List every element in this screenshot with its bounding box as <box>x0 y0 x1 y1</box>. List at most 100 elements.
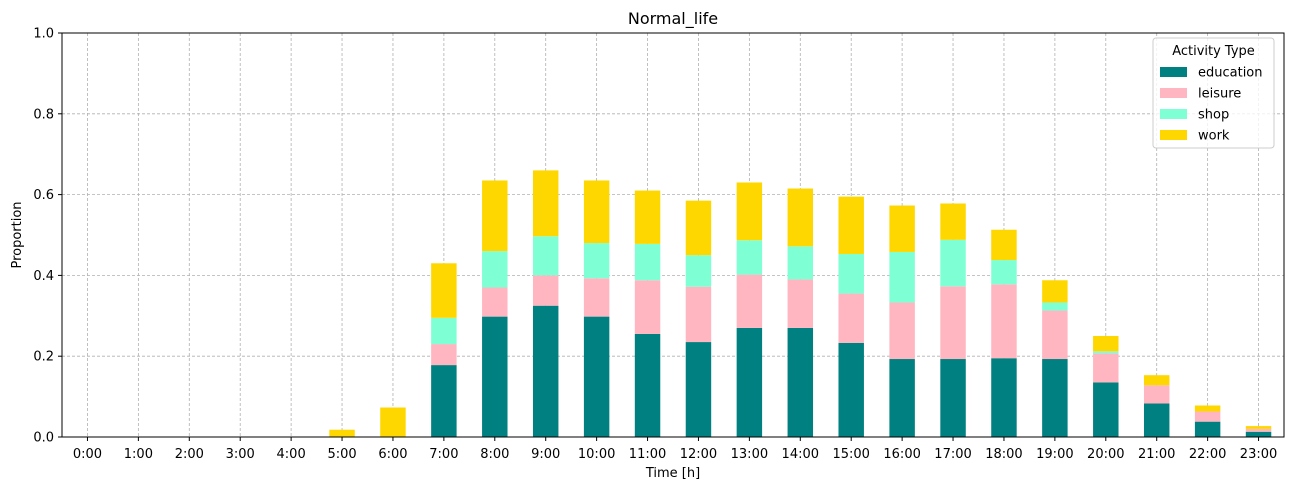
bar-work <box>736 182 763 241</box>
bar-leisure <box>838 293 864 343</box>
bar-work <box>1194 405 1221 412</box>
bar-education <box>634 333 661 437</box>
bar-education <box>1245 431 1272 437</box>
bar-education <box>787 327 814 437</box>
x-tick-label: 14:00 <box>782 447 819 462</box>
x-tick-label: 0:00 <box>73 447 102 462</box>
bar-shop <box>838 253 864 294</box>
x-tick-label: 21:00 <box>1138 447 1175 462</box>
y-axis-label: Proportion <box>10 201 25 268</box>
x-tick-label: 9:00 <box>531 447 560 462</box>
x-tick-label: 7:00 <box>429 447 458 462</box>
bar-education <box>1093 382 1119 437</box>
bar-leisure <box>685 286 712 343</box>
bar-shop <box>685 255 712 287</box>
y-tick-label: 0.2 <box>33 350 54 365</box>
bar-leisure <box>1143 385 1170 404</box>
bar-work <box>838 196 864 254</box>
legend-label-work: work <box>1198 129 1230 144</box>
x-tick-label: 20:00 <box>1087 447 1124 462</box>
bar-work <box>583 180 610 244</box>
x-tick-label: 18:00 <box>985 447 1022 462</box>
bar-education <box>583 316 610 437</box>
bar-work <box>1093 336 1119 352</box>
y-tick-label: 0.8 <box>33 107 54 122</box>
x-tick-label: 3:00 <box>226 447 255 462</box>
bars <box>329 170 1272 437</box>
legend: Activity Type education leisure shop work <box>1152 37 1275 149</box>
bar-education <box>1042 359 1068 437</box>
bar-education <box>532 305 559 437</box>
bar-leisure <box>889 302 915 360</box>
x-tick-label: 5:00 <box>327 447 356 462</box>
legend-swatch-shop <box>1160 109 1187 119</box>
legend-label-shop: shop <box>1198 108 1229 123</box>
bar-work <box>685 200 712 256</box>
bar-leisure <box>583 278 610 317</box>
bar-leisure <box>736 274 763 328</box>
plot-frame <box>61 32 1285 438</box>
axis-ticks: 0.0 0.2 0.4 0.6 0.8 1.0 0:00 1:00 2:00 3:00 4:00 5:… <box>33 27 1277 463</box>
x-tick-label: 1:00 <box>124 447 153 462</box>
x-tick-label: 17:00 <box>934 447 971 462</box>
bar-shop <box>532 236 559 276</box>
legend-label-education: education <box>1198 66 1263 81</box>
bar-work <box>431 263 457 318</box>
x-tick-label: 12:00 <box>680 447 717 462</box>
bar-shop <box>583 243 610 279</box>
y-tick-label: 1.0 <box>33 27 54 42</box>
bar-shop <box>940 239 966 287</box>
bar-leisure <box>532 275 559 306</box>
bar-education <box>889 359 915 437</box>
x-tick-label: 23:00 <box>1240 447 1277 462</box>
y-tick-label: 0.0 <box>33 431 54 446</box>
x-tick-label: 2:00 <box>175 447 204 462</box>
x-tick-label: 22:00 <box>1189 447 1226 462</box>
bar-leisure <box>431 344 457 366</box>
bar-work <box>482 180 508 252</box>
bar-work <box>380 407 406 437</box>
bar-work <box>889 205 915 252</box>
bar-shop <box>482 251 508 288</box>
legend-swatch-education <box>1160 67 1187 77</box>
x-tick-label: 13:00 <box>731 447 768 462</box>
bar-shop <box>1093 351 1119 354</box>
chart-title: Normal_life <box>628 9 718 29</box>
bar-work <box>532 170 559 237</box>
bar-work <box>329 429 355 437</box>
bar-leisure <box>634 280 661 334</box>
bar-leisure <box>1093 353 1119 383</box>
x-tick-label: 16:00 <box>883 447 920 462</box>
bar-education <box>838 342 864 437</box>
bar-work <box>991 229 1017 261</box>
bar-education <box>736 327 763 437</box>
bar-leisure <box>1194 411 1221 422</box>
bar-education <box>685 342 712 437</box>
bar-leisure <box>940 286 966 360</box>
legend-swatch-leisure <box>1160 88 1187 98</box>
bar-leisure <box>1245 428 1272 432</box>
legend-swatch-work <box>1160 130 1187 140</box>
bar-leisure <box>1042 310 1068 360</box>
bar-leisure <box>991 284 1017 359</box>
x-tick-label: 15:00 <box>832 447 869 462</box>
bar-education <box>1194 421 1221 437</box>
x-tick-label: 11:00 <box>629 447 666 462</box>
x-tick-label: 8:00 <box>480 447 509 462</box>
bar-shop <box>736 240 763 275</box>
x-tick-label: 6:00 <box>378 447 407 462</box>
bar-leisure <box>787 279 814 328</box>
bar-shop <box>634 243 661 281</box>
legend-title: Activity Type <box>1172 44 1255 59</box>
bar-education <box>991 358 1017 437</box>
bar-education <box>482 316 508 437</box>
bar-shop <box>1042 302 1068 311</box>
x-tick-label: 19:00 <box>1036 447 1073 462</box>
bar-work <box>634 190 661 244</box>
y-tick-label: 0.4 <box>33 269 54 284</box>
bar-work <box>1143 375 1170 386</box>
bar-shop <box>991 260 1017 285</box>
bar-leisure <box>482 287 508 317</box>
bar-shop <box>889 251 915 303</box>
